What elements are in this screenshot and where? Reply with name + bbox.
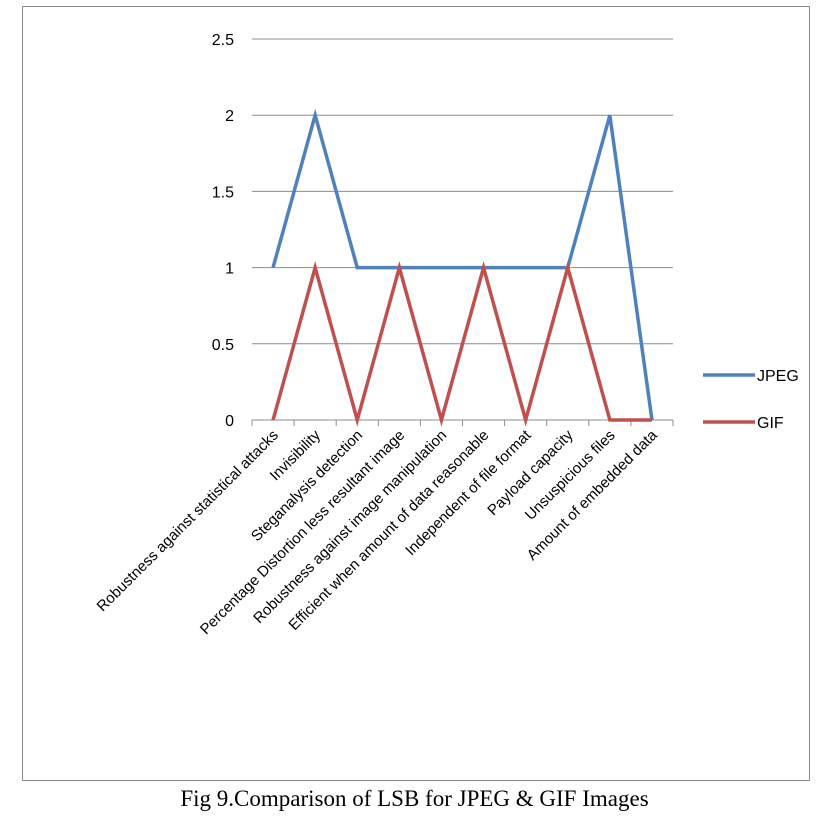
legend-label-gif: GIF <box>757 415 784 432</box>
figure-caption: Fig 9.Comparison of LSB for JPEG & GIF I… <box>180 786 649 811</box>
legend: JPEG GIF <box>703 368 799 432</box>
gridlines <box>252 38 673 345</box>
x-axis <box>251 419 674 426</box>
y-tick-label: 2 <box>225 108 234 125</box>
y-tick-label: 0.5 <box>212 337 234 354</box>
legend-label-jpeg: JPEG <box>757 368 799 385</box>
series-lines <box>271 108 654 427</box>
y-tick-label: 0 <box>225 413 234 430</box>
series-line-jpeg <box>271 108 654 421</box>
series-line-gif <box>271 261 652 427</box>
y-tick-label: 2.5 <box>212 32 234 49</box>
x-category-label: Robustness against image manipulation <box>250 427 450 627</box>
y-axis-tick-labels: 0 0.5 1 1.5 2 2.5 <box>212 32 234 430</box>
x-axis-category-labels: Robustness against statistical attacksIn… <box>94 426 662 638</box>
y-tick-label: 1 <box>225 261 234 278</box>
y-tick-label: 1.5 <box>212 184 234 201</box>
line-chart: 0 0.5 1 1.5 2 2.5 Robustness against statisti… <box>94 32 799 638</box>
chart-frame <box>22 6 810 781</box>
